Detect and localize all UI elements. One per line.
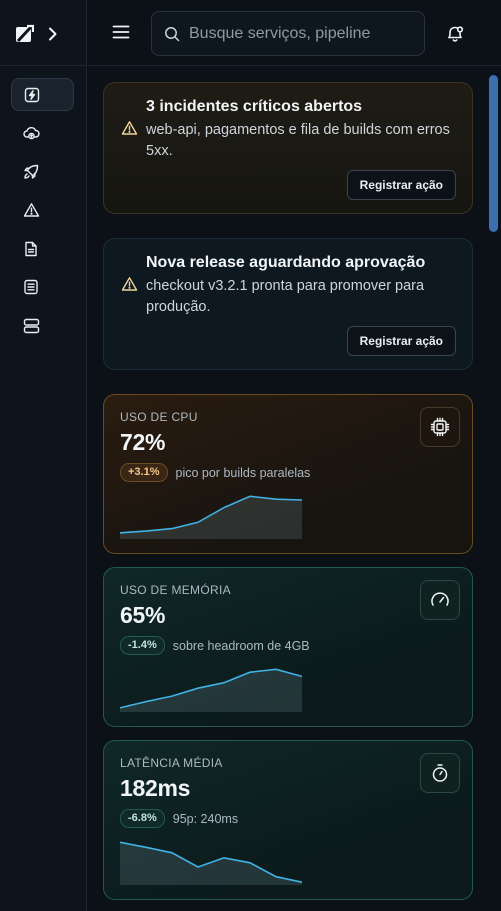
main-content: 3 incidentes críticos abertos web-api, p…	[103, 82, 473, 911]
warning-icon	[121, 277, 138, 291]
metric-value: 182ms	[120, 775, 191, 801]
alert-card-incidents: 3 incidentes críticos abertos web-api, p…	[103, 82, 473, 214]
metric-description: sobre headroom de 4GB	[172, 638, 310, 653]
sidebar	[0, 0, 87, 911]
brand[interactable]	[14, 24, 58, 44]
metric-label: USO DE CPU	[120, 410, 198, 424]
sidebar-divider	[0, 65, 87, 66]
timer-icon	[432, 764, 448, 782]
alert-card-release: Nova release aguardando aprovação checko…	[103, 238, 473, 370]
activity-icon	[24, 87, 40, 102]
alert-triangle-icon	[23, 203, 40, 217]
metric-card-memory[interactable]: USO DE MEMÓRIA 65% -1.4% sobre headroom …	[103, 567, 473, 727]
rocket-icon	[24, 164, 39, 179]
menu-button[interactable]	[112, 24, 130, 45]
sparkline-line	[120, 495, 302, 534]
file-icon	[25, 241, 37, 257]
bell-icon	[448, 26, 464, 42]
sidebar-item-deploys[interactable]	[11, 117, 74, 150]
register-action-button[interactable]: Registrar ação	[346, 326, 456, 356]
delta-badge: -6.8%	[120, 809, 165, 828]
sparkline-memory	[120, 668, 302, 712]
chevron-right-icon[interactable]	[48, 27, 58, 41]
alert-title: Nova release aguardando aprovação	[146, 254, 426, 271]
sidebar-item-activity[interactable]	[11, 78, 74, 111]
sidebar-item-incidents[interactable]	[11, 194, 74, 227]
sidebar-item-logs[interactable]	[11, 271, 74, 304]
sparkline-area	[120, 669, 302, 712]
metric-icon-box	[420, 753, 460, 793]
metric-card-cpu[interactable]: USO DE CPU 72% +3.1% pico por builds par…	[103, 394, 473, 554]
delta-badge: -1.4%	[120, 636, 165, 655]
metric-value: 65%	[120, 602, 166, 628]
sidebar-item-servers[interactable]	[11, 310, 74, 343]
metric-card-latency[interactable]: LATÊNCIA MÉDIA 182ms -6.8% 95p: 240ms	[103, 740, 473, 900]
warning-icon	[121, 121, 138, 135]
scroll-thumb[interactable]	[489, 75, 498, 232]
metric-description: 95p: 240ms	[172, 811, 239, 826]
cpu-icon	[430, 417, 450, 437]
server-icon	[23, 318, 40, 334]
metric-label: USO DE MEMÓRIA	[120, 583, 231, 597]
register-action-button[interactable]: Registrar ação	[346, 170, 456, 200]
scrollbar[interactable]	[487, 67, 501, 911]
sparkline-cpu	[120, 495, 302, 539]
search-input[interactable]	[189, 24, 409, 43]
sparkline-area	[120, 842, 302, 885]
metric-label: LATÊNCIA MÉDIA	[120, 756, 223, 770]
sidebar-item-docs[interactable]	[11, 232, 74, 265]
sidebar-item-releases[interactable]	[11, 155, 74, 188]
logo-icon	[16, 24, 34, 43]
alert-body: web-api, pagamentos e fila de builds com…	[146, 122, 450, 159]
sparkline-line	[120, 668, 302, 709]
metric-value: 72%	[120, 429, 166, 455]
sidebar-nav	[11, 78, 74, 348]
search-icon	[165, 26, 180, 41]
notifications-button[interactable]	[445, 23, 465, 48]
top-header	[88, 0, 501, 66]
delta-badge: +3.1%	[120, 463, 168, 482]
alert-title: 3 incidentes críticos abertos	[146, 98, 363, 115]
metric-icon-box	[420, 580, 460, 620]
cloud-upload-icon	[23, 127, 40, 140]
sparkline-latency	[120, 841, 302, 885]
list-icon	[24, 280, 38, 295]
metric-icon-box	[420, 407, 460, 447]
gauge-icon	[431, 592, 449, 606]
sparkline-line	[120, 841, 302, 883]
search-box	[151, 11, 425, 56]
metric-description: pico por builds paralelas	[175, 465, 311, 480]
sparkline-area	[120, 496, 302, 539]
alert-body: checkout v3.2.1 pronta para promover par…	[146, 278, 425, 315]
hamburger-icon	[112, 25, 130, 39]
